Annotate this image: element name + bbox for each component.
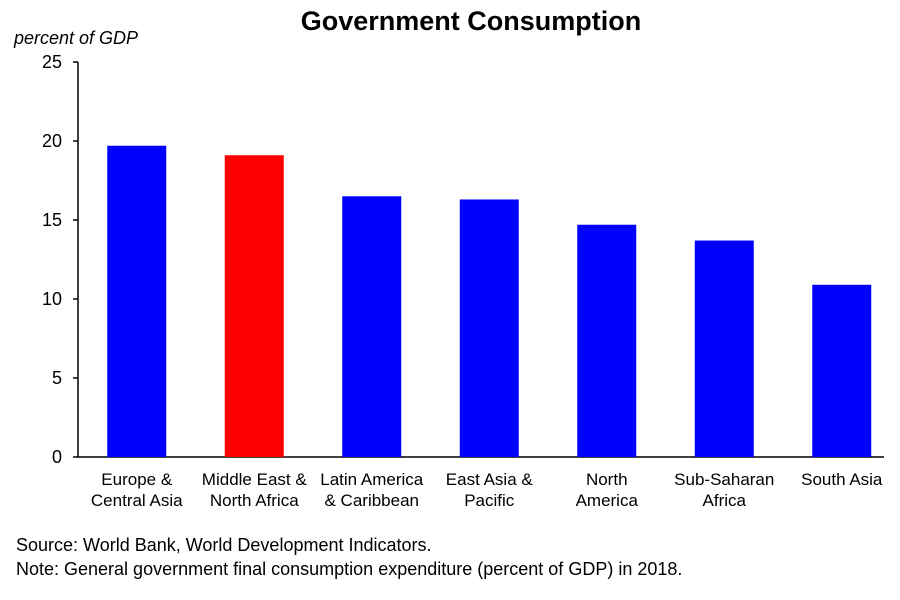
bar	[694, 240, 754, 457]
x-tick-label: Sub-Saharan Africa	[674, 470, 774, 510]
y-axis-label: percent of GDP	[13, 28, 138, 48]
bar	[342, 196, 402, 458]
y-ticks: 0 5 10 15 20 25	[42, 52, 78, 467]
x-tick-label: South Asia	[801, 470, 883, 489]
y-tick-label: 5	[52, 368, 62, 388]
bar	[577, 224, 637, 457]
y-tick-label: 10	[42, 289, 62, 309]
bar	[459, 199, 519, 457]
x-tick-label: Europe & Central Asia	[91, 470, 183, 510]
y-tick-label: 20	[42, 131, 62, 151]
x-tick-label: Latin America & Caribbean	[320, 470, 424, 510]
x-tick-labels: Europe & Central Asia Middle East & North A…	[91, 470, 883, 510]
bar	[107, 145, 167, 458]
x-tick-label: North America	[576, 470, 639, 510]
x-tick-label: East Asia & Pacific	[446, 470, 534, 510]
source-note: Source: World Bank, World Development In…	[16, 535, 432, 555]
chart-title: Government Consumption	[301, 6, 642, 36]
bar	[224, 155, 284, 457]
y-tick-label: 15	[42, 210, 62, 230]
y-tick-label: 25	[42, 52, 62, 72]
footnote: Note: General government final consumpti…	[16, 559, 683, 579]
y-tick-label: 0	[52, 447, 62, 467]
x-tick-label: Middle East & North Africa	[202, 470, 308, 510]
bar	[812, 284, 872, 457]
bars	[107, 145, 872, 458]
